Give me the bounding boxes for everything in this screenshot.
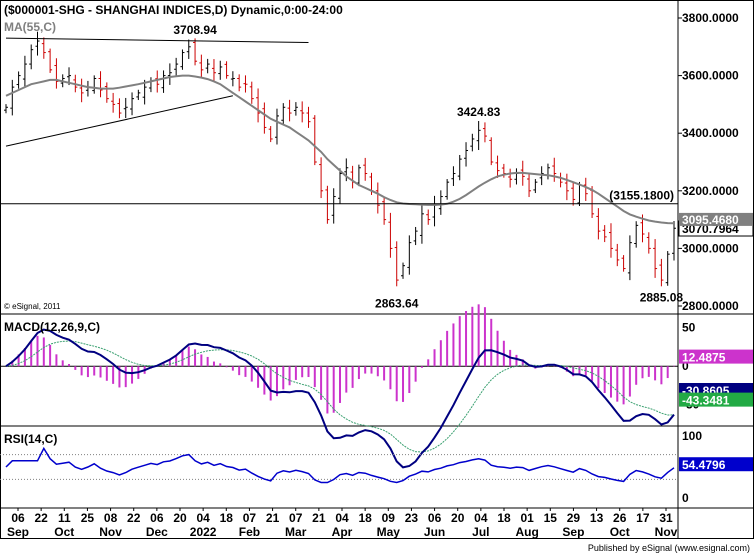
extreme-label: 2863.64: [375, 297, 419, 311]
macd-line: [5, 328, 675, 469]
chart-title: ($000001-SHG - SHANGHAI INDICES,D) Dynam…: [4, 3, 343, 17]
ma-value-label: 3095.4680: [682, 213, 739, 227]
ma-value-box: [679, 212, 753, 226]
x-day-label: 08: [104, 511, 118, 525]
x-month-label: Oct: [54, 525, 74, 539]
x-month-label: 2022: [190, 525, 217, 539]
x-day-label: 29: [567, 511, 581, 525]
x-day-label: 26: [613, 511, 627, 525]
x-month-label: Jun: [424, 525, 445, 539]
x-day-label: 11: [58, 511, 71, 525]
x-month-label: Feb: [239, 525, 260, 539]
x-day-label: 18: [497, 511, 511, 525]
x-day-label: 22: [127, 511, 141, 525]
rsi-panel: 10050054.4796: [0, 429, 753, 505]
x-day-label: 04: [196, 511, 210, 525]
x-day-label: 20: [173, 511, 187, 525]
macd-value-label: 12.4875: [682, 351, 726, 365]
x-month-label: Mar: [285, 525, 307, 539]
extreme-label: 3708.94: [173, 23, 217, 37]
level-label: (3155.1800): [609, 189, 674, 203]
rsi-tick-label: 0: [682, 491, 689, 505]
ma-label: MA(55,C): [4, 20, 56, 34]
x-day-label: 25: [81, 511, 95, 525]
macd-value-label: -43.3481: [682, 394, 730, 408]
macd-panel: 500-5012.4875-30.8605-43.3481: [0, 304, 753, 469]
x-month-label: May: [377, 525, 401, 539]
price-annotations: 3708.94 3424.83 (3155.1800) 2863.64 2885.08 ©…: [0, 23, 754, 311]
x-day-label: 20: [451, 511, 465, 525]
macd-value-box: [679, 392, 753, 407]
rsi-line: [5, 446, 675, 484]
x-day-label: 06: [11, 511, 25, 525]
macd-signal-line: [5, 340, 675, 453]
macd-title: MACD(12,26,9,C): [4, 320, 100, 334]
x-month-label: Nov: [99, 525, 122, 539]
x-month-label: Sep: [562, 525, 584, 539]
macd-value-box: [679, 349, 753, 364]
macd-tick-label: 50: [682, 321, 696, 335]
trendline: [5, 95, 233, 147]
x-day-label: 06: [150, 511, 164, 525]
x-day-label: 04: [474, 511, 488, 525]
x-month-label: Aug: [515, 525, 538, 539]
price-grid: 3800.0000 3600.0000 3400.0000 3200.0000 3000…: [678, 11, 739, 313]
rsi-value-label: 54.4796: [682, 458, 726, 472]
price-tick-label: 3200.0000: [682, 184, 739, 198]
trendlines: [5, 37, 309, 147]
x-day-label: 18: [358, 511, 372, 525]
trendline: [5, 37, 309, 43]
footer-credit: Published by eSignal (www.esignal.com): [588, 543, 750, 553]
price-tick-label: 3600.0000: [682, 69, 739, 83]
x-day-label: 18: [220, 511, 234, 525]
copyright-label: © eSignal, 2011: [4, 302, 61, 311]
price-tick-label: 2800.0000: [682, 299, 739, 313]
x-day-label: 06: [428, 511, 442, 525]
x-day-label: 15: [544, 511, 558, 525]
extreme-label: 3424.83: [457, 105, 501, 119]
rsi-title: RSI(14,C): [4, 432, 57, 446]
x-day-label: 01: [520, 511, 534, 525]
x-day-label: 22: [34, 511, 48, 525]
x-day-label: 07: [289, 511, 303, 525]
x-month-label: Dec: [146, 525, 168, 539]
price-tick-label: 3800.0000: [682, 11, 739, 25]
x-axis: 06 22 11 25 08 22 06 20 04 18 07 21 07 21 04 18 09 23 06 20…: [7, 508, 750, 553]
ma-55-line: [5, 74, 675, 225]
x-day-label: 21: [312, 511, 326, 525]
extreme-label: 2885.08: [640, 290, 684, 304]
macd-tick-label: 0: [682, 359, 689, 373]
x-day-label: 31: [659, 511, 673, 525]
x-month-label: Apr: [332, 525, 353, 539]
x-day-label: 09: [382, 511, 396, 525]
rsi-value-box: [679, 457, 753, 472]
panel-titles: ($000001-SHG - SHANGHAI INDICES,D) Dynam…: [4, 3, 343, 446]
x-day-label: 17: [636, 511, 650, 525]
x-day-label: 04: [335, 511, 349, 525]
x-day-label: 23: [405, 511, 419, 525]
price-tick-label: 3000.0000: [682, 241, 739, 255]
price-tick-label: 3400.0000: [682, 126, 739, 140]
rsi-tick-label: 100: [682, 429, 702, 443]
x-month-label: Jul: [472, 525, 489, 539]
ma-line: [5, 74, 675, 225]
x-day-label: 21: [266, 511, 280, 525]
x-month-label: Oct: [610, 525, 630, 539]
x-day-label: 13: [590, 511, 604, 525]
x-day-label: 07: [243, 511, 257, 525]
x-month-label: Nov: [655, 525, 678, 539]
x-month-label: Sep: [7, 525, 29, 539]
